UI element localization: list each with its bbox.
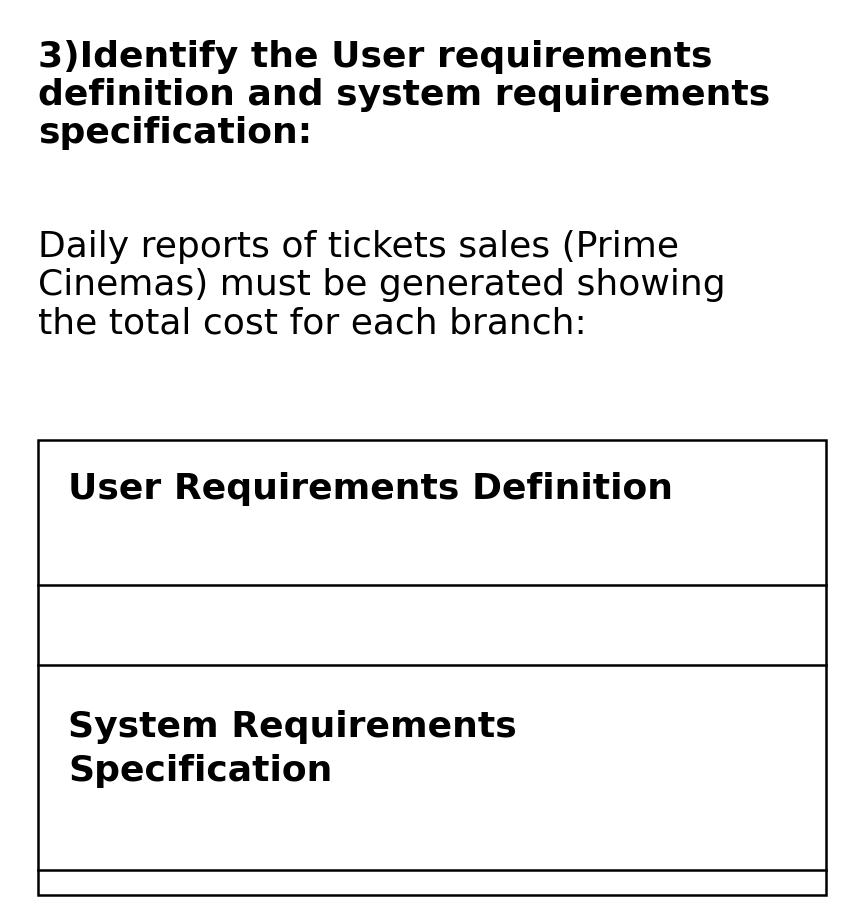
Text: User Requirements Definition: User Requirements Definition xyxy=(68,472,673,506)
Text: specification:: specification: xyxy=(38,116,312,150)
Text: 3)Identify the User requirements: 3)Identify the User requirements xyxy=(38,40,713,74)
Bar xyxy=(38,440,826,895)
Text: System Requirements
Specification: System Requirements Specification xyxy=(68,710,517,788)
Text: definition and system requirements: definition and system requirements xyxy=(38,78,770,112)
Text: Cinemas) must be generated showing: Cinemas) must be generated showing xyxy=(38,268,726,302)
Text: the total cost for each branch:: the total cost for each branch: xyxy=(38,306,587,340)
Text: Daily reports of tickets sales (Prime: Daily reports of tickets sales (Prime xyxy=(38,230,679,264)
